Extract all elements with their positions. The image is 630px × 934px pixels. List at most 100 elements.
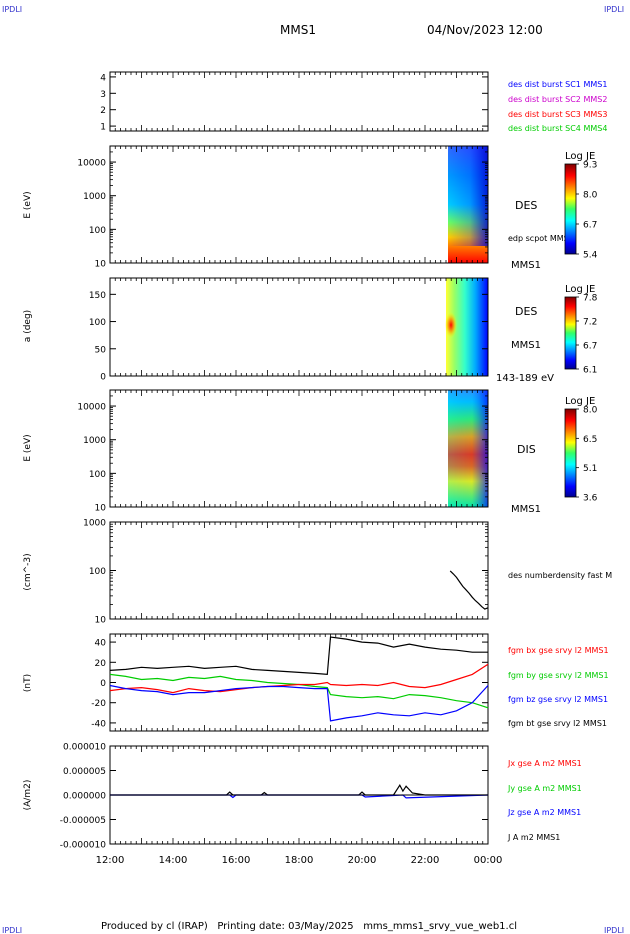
dis-energy-y-ticks: 10 100 1000 10000 [77,389,489,514]
current-y-ticks: -0.000010 -0.000005 0.000000 0.000005 0.0000… [60,743,489,851]
des-pitch-sub-label: MMS1 [511,340,541,351]
colorbar-tick-label: 3.6 [583,494,598,504]
y-tick-label: 10 [95,504,107,514]
fgm-ylabel: (nT) [23,674,33,692]
y-tick-label: 1 [100,123,106,133]
y-tick-label: 20 [95,659,107,669]
time-tick-label: 12:00 [96,855,125,866]
colorbar-tick-label: 7.8 [583,294,598,304]
panel-des-pitch: 0 50 100 150 a (deg) DES MMS1 143-189 eV Lo… [23,277,598,384]
series-line-2 [109,684,489,722]
current-legend-3: Jz gse A m2 MMS1 [507,808,581,817]
burst-legend-1: des dist burst SC1 MMS1 [508,80,607,89]
series-line-0 [449,570,489,610]
des-energy-sub-label: edp scpot MMS1 [508,234,574,243]
burst-y-ticks: 1 2 3 4 [100,72,489,133]
panel-dis-energy-frame [109,389,489,508]
panel-current: -0.000010 -0.000005 0.000000 0.000005 0.0000… [23,743,582,851]
datetime-title: 04/Nov/2023 12:00 [427,23,543,37]
time-tick-label: 16:00 [222,855,251,866]
density-legend-1: des numberdensity fast M [508,571,612,580]
des-energy-colorbar [564,163,577,255]
time-axis: 12:00 14:00 16:00 18:00 20:00 22:00 00:00 [96,855,503,866]
panel-des-pitch-frame [109,277,489,377]
current-ylabel: (A/m2) [23,780,33,811]
y-tick-label: 100 [89,318,106,328]
y-tick-label: 100 [89,470,106,480]
y-tick-label: 4 [100,73,106,83]
y-tick-label: 0.000000 [63,792,106,802]
y-tick-label: -20 [91,699,106,709]
y-tick-label: 10000 [77,403,106,413]
y-tick-label: 2 [100,106,106,116]
density-ylabel: (cm^-3) [23,553,33,590]
des-energy-spectrogram-fade [448,146,488,246]
y-tick-label: 1000 [83,192,106,202]
des-energy-colorbar-ticks: 9.3 8.0 6.7 5.4 [576,161,598,261]
y-tick-label: 150 [89,291,106,301]
time-tick-label: 20:00 [348,855,377,866]
colorbar-tick-label: 6.5 [583,435,597,445]
series-line-3 [109,636,488,676]
colorbar-tick-label: 5.1 [583,464,597,474]
colorbar-tick-label: 6.1 [583,366,597,376]
fgm-y-ticks: -40 -20 0 20 40 [91,634,489,731]
time-tick-label: 14:00 [159,855,188,866]
density-lines [449,570,489,610]
y-tick-label: 10 [95,260,107,270]
des-energy-y-ticks: 10 100 1000 10000 [77,145,489,270]
y-tick-label: 1000 [83,519,106,529]
corner-label-top-left: IPDLI [2,5,22,14]
y-tick-label: 3 [100,90,106,100]
current-legend-4: J A m2 MMS1 [507,833,560,842]
y-tick-label: 1000 [83,436,106,446]
des-pitch-colorbar [564,296,577,370]
corner-label-top-right: IPDLI [604,5,624,14]
y-tick-label: 10 [95,616,107,626]
y-tick-label: 0.000010 [63,743,106,753]
des-energy-bottom-label: MMS1 [511,260,541,271]
fgm-legend-2: fgm by gse srvy l2 MMS1 [508,671,609,680]
des-energy-colorbar-title: Log JE [565,151,595,162]
dis-energy-bottom-label: MMS1 [511,504,541,515]
corner-label-bottom-right: IPDLI [604,926,624,934]
dis-energy-colorbar [564,408,577,498]
y-tick-label: 40 [95,639,107,649]
burst-legend-4: des dist burst SC4 MMS4 [508,124,607,133]
des-pitch-colorbar-title: Log JE [565,284,595,295]
series-line-0 [109,673,489,709]
panel-density-frame [109,521,489,620]
density-y-ticks: 10 100 1000 [83,519,489,626]
y-tick-label: 50 [95,345,107,355]
panel-des-energy: 10 100 1000 10000 E (eV) DES edp scpot MMS1… [23,145,598,271]
y-tick-label: 0 [100,373,106,383]
y-tick-label: 10000 [77,159,106,169]
dis-energy-spectrogram-fade [448,390,488,507]
panel-density: 10 100 1000 (cm^-3) des numberdensity fast… [23,519,612,626]
fgm-legend-4: fgm bt gse srvy l2 MMS1 [508,719,607,728]
time-tick-label: 22:00 [411,855,440,866]
colorbar-tick-label: 8.0 [583,191,598,201]
time-tick-label: 00:00 [474,855,503,866]
des-energy-main-label: DES [515,199,537,212]
fgm-lines [109,636,489,722]
colorbar-tick-label: 8.0 [583,406,598,416]
panel-burst-frame [109,71,489,132]
des-energy-ylabel: E (eV) [23,191,33,218]
des-pitch-main-label: DES [515,305,537,318]
des-pitch-y-ticks: 0 50 100 150 [89,278,489,383]
corner-label-bottom-left: IPDLI [2,926,22,934]
y-tick-label: 100 [89,567,106,577]
fgm-legend-1: fgm bx gse srvy l2 MMS1 [508,646,609,655]
series-line-0 [110,784,488,796]
series-line-1 [109,663,489,694]
des-pitch-ylabel: a (deg) [23,310,33,342]
spacecraft-title: MMS1 [280,23,316,37]
current-lines [110,784,489,799]
des-pitch-colorbar-ticks: 7.8 7.2 6.7 6.1 [576,294,598,376]
current-legend-1: Jx gse A m2 MMS1 [507,759,582,768]
colorbar-tick-label: 5.4 [583,251,598,261]
panel-dis-energy: 10 100 1000 10000 E (eV) DIS MMS1 Log JE 8.… [23,389,598,515]
y-tick-label: -0.000010 [60,841,106,851]
footer-text: Produced by cl (IRAP) Printing date: 03/… [101,921,517,932]
